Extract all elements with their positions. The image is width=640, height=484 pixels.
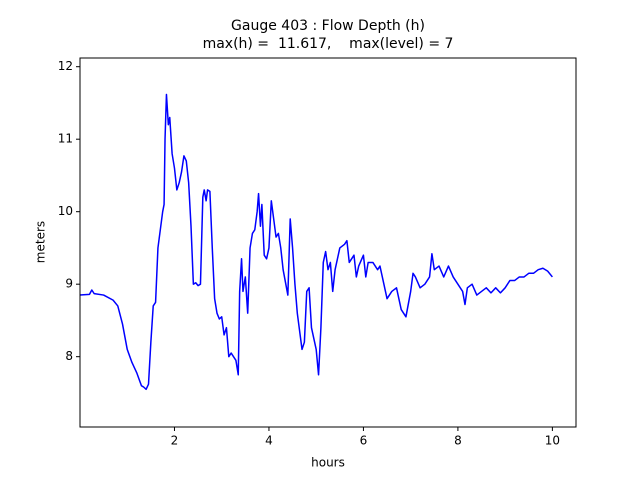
y-tick-label: 11 [58,132,73,146]
x-tick-label: 10 [545,434,560,448]
x-axis-label: hours [311,456,345,470]
y-tick-label: 9 [65,277,73,291]
x-tick-label: 2 [171,434,179,448]
plot-frame [79,57,577,428]
y-tick-label: 8 [65,349,73,363]
y-tick-label: 10 [58,204,73,218]
x-tick-label: 8 [454,434,462,448]
chart-subtitle: max(h) = 11.617, max(level) = 7 [203,36,454,52]
y-axis-label: meters [34,221,48,263]
x-tick-label: 6 [360,434,368,448]
x-tick-label: 4 [265,434,273,448]
y-tick-label: 12 [58,59,73,73]
chart-title: Gauge 403 : Flow Depth (h) [231,18,425,34]
data-line [79,93,553,391]
